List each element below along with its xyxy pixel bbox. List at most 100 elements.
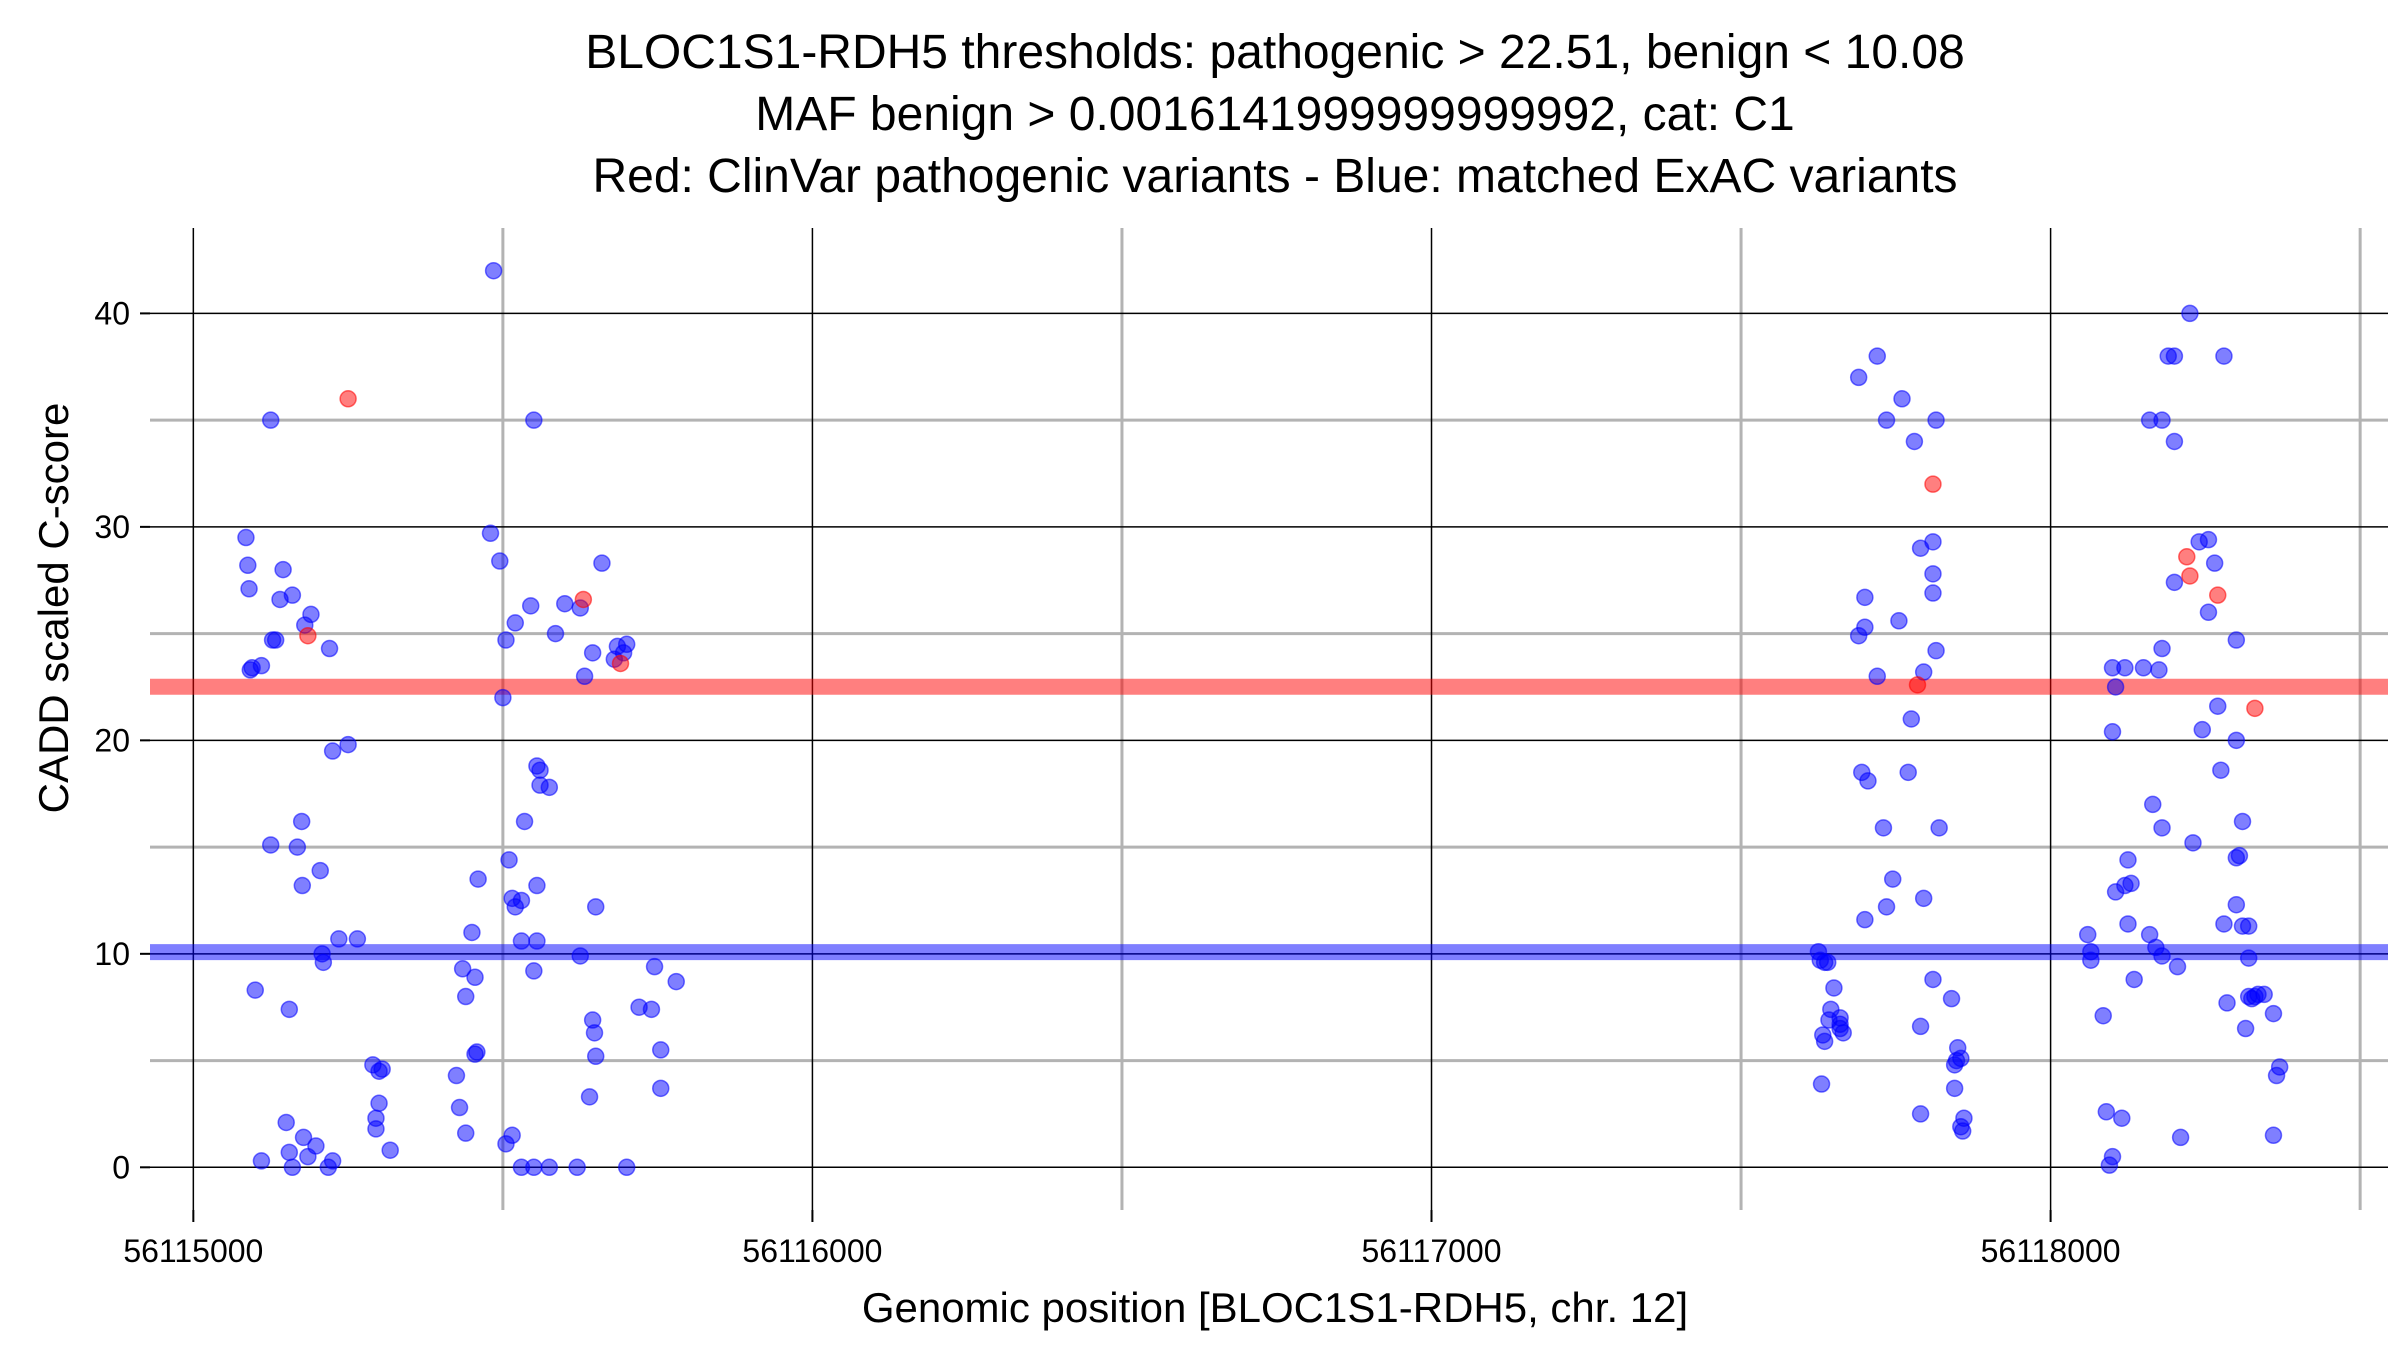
y-tick-label: 0 — [112, 1149, 130, 1185]
exac-point — [277, 1113, 295, 1132]
exac-point — [1911, 1105, 1930, 1123]
exac-point — [1927, 411, 1945, 429]
exac-point — [283, 1158, 302, 1177]
exac-point — [1815, 1032, 1834, 1051]
exac-point — [586, 898, 605, 916]
exac-point — [2193, 720, 2212, 739]
exac-point — [1902, 710, 1921, 728]
exac-point — [1945, 1079, 1964, 1098]
exac-point — [447, 1066, 466, 1085]
clinvar-point — [2209, 586, 2227, 604]
exac-point — [506, 614, 525, 632]
y-axis-ticks: 0 10 20 30 40 — [94, 295, 150, 1185]
exac-point — [1831, 1019, 1849, 1038]
exac-point — [571, 947, 590, 965]
exac-point — [466, 1045, 484, 1063]
exac-point — [546, 624, 565, 643]
exac-point — [293, 876, 312, 895]
exac-point — [2227, 631, 2246, 649]
exac-point — [2153, 947, 2171, 965]
exac-point — [1859, 772, 1877, 790]
exac-point — [237, 528, 255, 547]
x-axis-ticks: 56115000 56116000 56117000 56118000 — [123, 1210, 2121, 1269]
y-tick-label: 40 — [94, 295, 130, 331]
exac-point — [512, 932, 531, 950]
exac-point — [239, 556, 257, 575]
title-line-2: MAF benign > 0.0016141999999999992, cat:… — [755, 88, 1794, 141]
clinvar-point — [339, 390, 357, 408]
exac-point — [1914, 889, 1933, 908]
exac-point — [1868, 347, 1887, 365]
clinvar-point — [299, 626, 317, 645]
clinvar-point — [574, 590, 593, 609]
exac-point — [2215, 915, 2233, 933]
exac-point — [2143, 795, 2162, 814]
exac-point — [1927, 641, 1945, 660]
exac-point — [500, 851, 518, 869]
exac-point — [525, 962, 543, 980]
exac-point — [292, 812, 311, 831]
exac-point — [491, 552, 509, 570]
exac-point — [2171, 1128, 2190, 1147]
exac-point — [2082, 951, 2100, 969]
exac-point — [568, 1158, 586, 1177]
exac-point — [528, 932, 546, 950]
exac-point — [642, 1000, 661, 1019]
exac-point — [469, 870, 487, 888]
clinvar-point — [2178, 548, 2196, 566]
exac-point — [252, 1152, 271, 1170]
exac-point — [2106, 678, 2125, 696]
exac-point — [280, 1143, 299, 1162]
exac-point — [2239, 949, 2258, 967]
exac-point — [1911, 1017, 1930, 1036]
y-tick-label: 30 — [94, 509, 130, 545]
exac-point — [583, 644, 602, 662]
exac-point — [2168, 957, 2187, 976]
exac-point — [320, 639, 339, 658]
exac-point — [2239, 917, 2258, 935]
exac-point — [274, 560, 292, 579]
exac-point — [512, 891, 531, 910]
exac-point — [497, 631, 515, 649]
exac-point — [525, 1158, 543, 1177]
exac-point — [2243, 989, 2261, 1008]
exac-point — [1890, 612, 1908, 630]
exac-point — [494, 688, 512, 707]
exac-point — [1856, 588, 1874, 607]
exac-point — [531, 761, 549, 779]
exac-point — [2215, 347, 2233, 365]
exac-point — [528, 876, 546, 895]
exac-point — [323, 1152, 342, 1170]
exac-point — [2209, 697, 2227, 715]
exac-point — [2218, 994, 2236, 1012]
x-tick-label: 56117000 — [1362, 1233, 1502, 1269]
exac-point — [1849, 626, 1868, 645]
clinvar-point — [2246, 699, 2264, 718]
exac-point — [1953, 1122, 1972, 1140]
exac-point — [556, 594, 574, 613]
exac-point — [540, 778, 559, 797]
exac-point — [2267, 1066, 2286, 1085]
exac-point — [283, 586, 302, 604]
exac-point — [645, 957, 664, 976]
exac-point — [1924, 533, 1942, 551]
data-points — [237, 261, 2289, 1177]
exac-point — [463, 923, 481, 942]
exac-point — [294, 1128, 313, 1147]
exac-point — [307, 1137, 325, 1155]
title-line-3: Red: ClinVar pathogenic variants - Blue:… — [592, 150, 1957, 203]
exac-point — [2119, 851, 2137, 869]
exac-point — [2153, 819, 2171, 837]
exac-point — [2227, 895, 2246, 914]
exac-point — [314, 953, 333, 972]
exac-point — [339, 735, 357, 754]
exac-point — [1818, 953, 1837, 972]
exac-point — [2103, 723, 2122, 741]
exac-point — [1849, 368, 1868, 387]
exac-point — [266, 631, 285, 649]
x-tick-label: 56118000 — [1981, 1233, 2121, 1269]
exac-point — [2113, 1109, 2131, 1127]
y-tick-label: 10 — [94, 936, 130, 972]
